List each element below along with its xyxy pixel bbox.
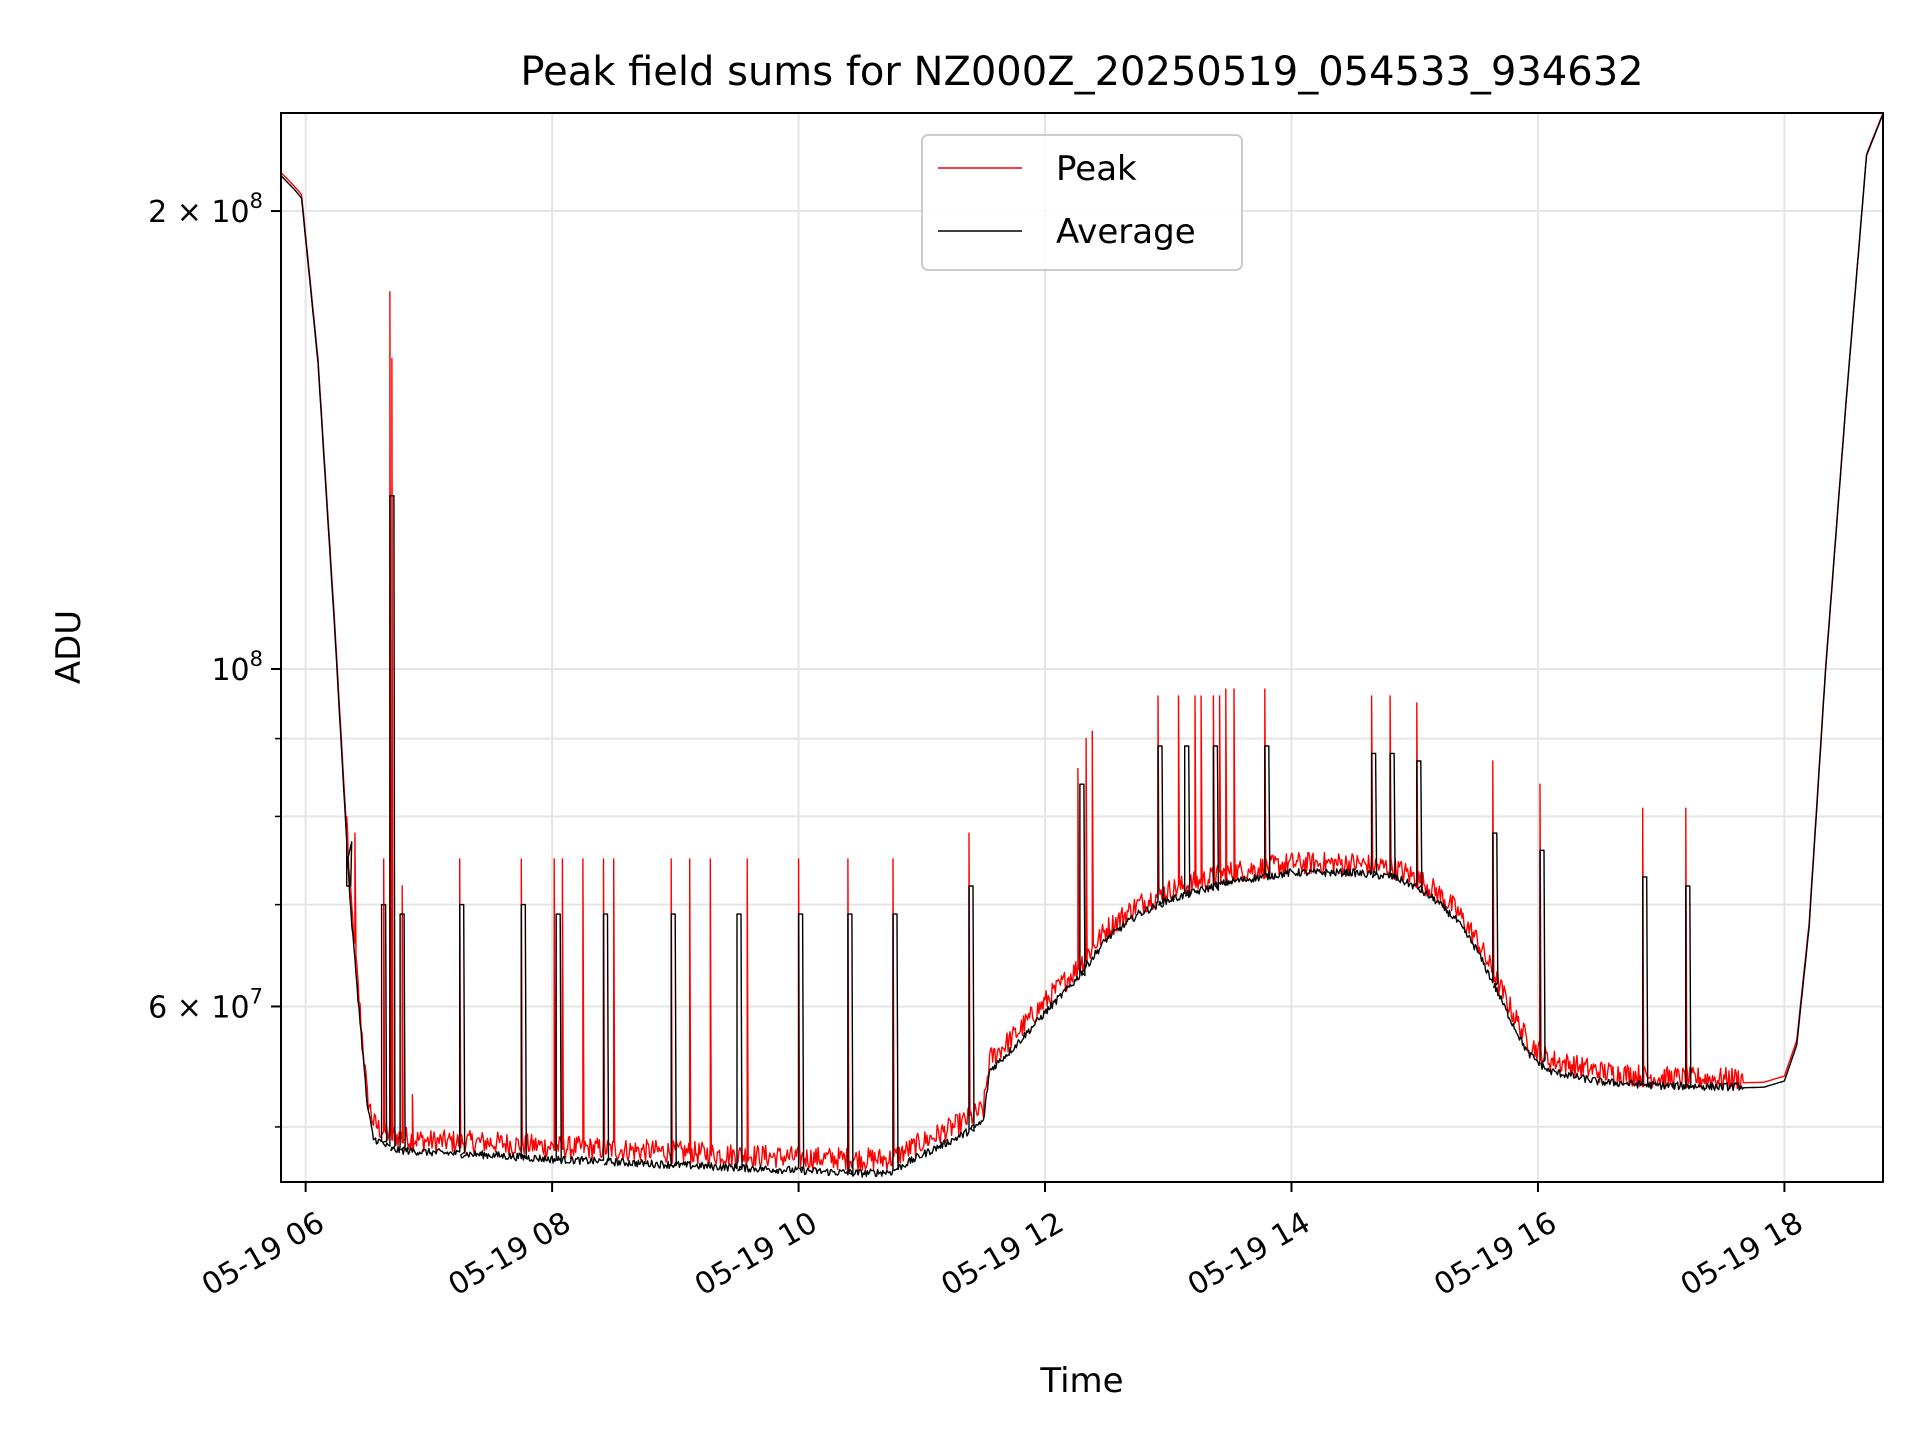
y-tick-label: 6 × 107 xyxy=(148,984,263,1025)
legend-peak-label: Peak xyxy=(1056,149,1137,189)
legend-average-label: Average xyxy=(1056,212,1196,252)
legend: Peak Average xyxy=(921,134,1243,271)
series-layer xyxy=(281,113,1883,1178)
y-axis-title: ADU xyxy=(49,610,89,684)
x-axis-title: Time xyxy=(1039,1361,1123,1401)
grid-layer xyxy=(281,113,1883,1182)
y-tick-label: 108 xyxy=(211,647,263,688)
series-peak-line xyxy=(281,113,1883,1172)
y-tick-label: 2 × 108 xyxy=(148,189,263,230)
series-average-line xyxy=(281,113,1883,1178)
chart-title: Peak field sums for NZ000Z_20250519_0545… xyxy=(520,49,1643,95)
plot-frame xyxy=(280,112,1884,1183)
